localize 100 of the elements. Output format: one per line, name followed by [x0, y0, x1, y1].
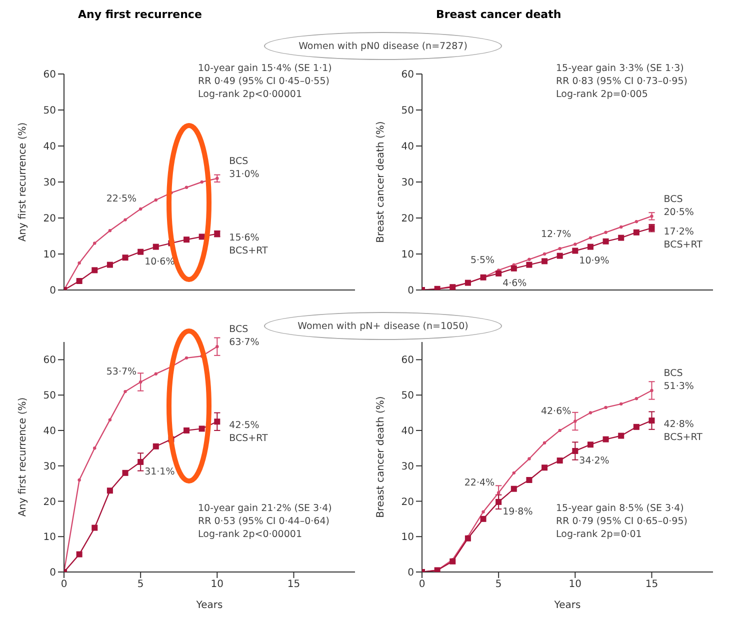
series-label: BCS+RT: [229, 433, 268, 444]
y-tick-label: 40: [43, 426, 56, 438]
point: [464, 535, 471, 542]
y-tick-label: 0: [50, 286, 56, 297]
y-axis-title: Any first recurrence (%): [18, 122, 29, 242]
point: [496, 498, 502, 505]
x-tick-label: 15: [645, 579, 658, 590]
point: [572, 448, 578, 454]
y-tick-label: 10: [43, 250, 56, 261]
series-label: BCS+RT: [229, 245, 268, 256]
annotation: Log-rank 2p<0·00001: [198, 88, 303, 101]
point: [76, 551, 82, 558]
y-tick-label: 50: [401, 390, 414, 402]
point: [526, 477, 532, 483]
point: [587, 244, 594, 250]
annotation: RR 0·83 (95% CI 0·73–0·95): [556, 75, 688, 88]
annotation: RR 0·79 (95% CI 0·65–0·95): [556, 515, 688, 528]
x-tick-label: 15: [287, 579, 300, 590]
series-label: BCS: [664, 194, 683, 205]
point: [574, 242, 577, 246]
point: [154, 198, 158, 202]
y-tick-label: 60: [401, 355, 414, 366]
point: [122, 254, 128, 261]
point: [184, 356, 188, 360]
chart-title: Breast cancer death: [435, 8, 562, 23]
point: [634, 397, 638, 400]
annotation: 42·5%: [229, 420, 260, 432]
annotation: 5·5%: [470, 254, 495, 266]
y-tick-label: 20: [43, 214, 56, 225]
x-tick-label: 5: [495, 579, 502, 590]
point: [633, 424, 640, 430]
annotation: 34·2%: [579, 456, 610, 467]
y-tick-label: 10: [401, 250, 414, 261]
annotation: 4·6%: [502, 278, 527, 290]
point: [602, 238, 609, 244]
point: [542, 252, 546, 256]
annotation: 53·7%: [106, 366, 137, 378]
y-tick-label: 40: [43, 142, 56, 153]
y-tick-label: 10: [401, 532, 414, 544]
text: Women with pN0 disease (n=7287): [264, 32, 502, 60]
point: [106, 262, 113, 268]
y-tick-label: 60: [401, 70, 414, 81]
y-tick-label: 50: [43, 106, 56, 117]
point: [216, 345, 219, 348]
y-tick-label: 60: [43, 70, 56, 81]
annotation: 19·8%: [502, 506, 533, 518]
y-tick-label: 60: [43, 355, 56, 366]
annotation: 63·7%: [229, 337, 260, 348]
point: [634, 220, 638, 224]
point: [526, 262, 532, 268]
point: [574, 420, 577, 423]
point: [558, 428, 562, 432]
point: [588, 236, 592, 240]
point: [122, 470, 128, 476]
annotation: 10-year gain 21·2% (SE 3·4): [198, 502, 332, 515]
annotation: 42·6%: [540, 406, 572, 417]
point: [198, 234, 205, 240]
point: [138, 207, 142, 211]
y-tick-label: 40: [401, 142, 414, 153]
point: [138, 248, 144, 255]
annotation: 22·5%: [106, 194, 137, 205]
point: [482, 510, 485, 514]
y-tick-label: 50: [401, 106, 414, 117]
y-tick-label: 0: [408, 286, 414, 297]
point: [216, 176, 219, 180]
point: [604, 406, 608, 410]
point: [200, 180, 204, 184]
point: [510, 486, 517, 492]
point: [620, 225, 623, 229]
y-tick-label: 40: [401, 426, 414, 438]
point: [620, 402, 623, 406]
y-tick-label: 30: [401, 461, 414, 472]
point: [106, 488, 113, 494]
annotation: 17·2%: [664, 226, 694, 238]
y-tick-label: 30: [43, 178, 56, 189]
annotation: Log-rank 2p=0·01: [556, 528, 643, 541]
y-tick-label: 20: [401, 496, 414, 508]
point: [604, 230, 608, 234]
annotation: 31·1%: [144, 466, 175, 478]
annotation: 15·6%: [229, 232, 260, 244]
annotation: Log-rank 2p=0·005: [556, 88, 649, 101]
x-tick-label: 10: [568, 579, 582, 590]
annotation: 31·0%: [229, 168, 260, 180]
text: Women with pN+ disease (n=1050): [264, 312, 502, 340]
point: [78, 261, 81, 265]
point: [558, 247, 562, 250]
point: [650, 214, 654, 218]
point: [480, 516, 486, 522]
point: [138, 458, 144, 465]
annotation: 10·9%: [579, 255, 610, 266]
annotation: 10·6%: [144, 256, 175, 268]
point: [450, 558, 456, 564]
annotation: Log-rank 2p<0·00001: [198, 528, 303, 541]
series-label: BCS: [229, 156, 248, 168]
point: [602, 436, 609, 442]
point: [184, 186, 188, 189]
series-label: BCS+RT: [664, 240, 703, 251]
point: [92, 524, 98, 531]
point: [152, 443, 159, 450]
point: [124, 218, 127, 222]
